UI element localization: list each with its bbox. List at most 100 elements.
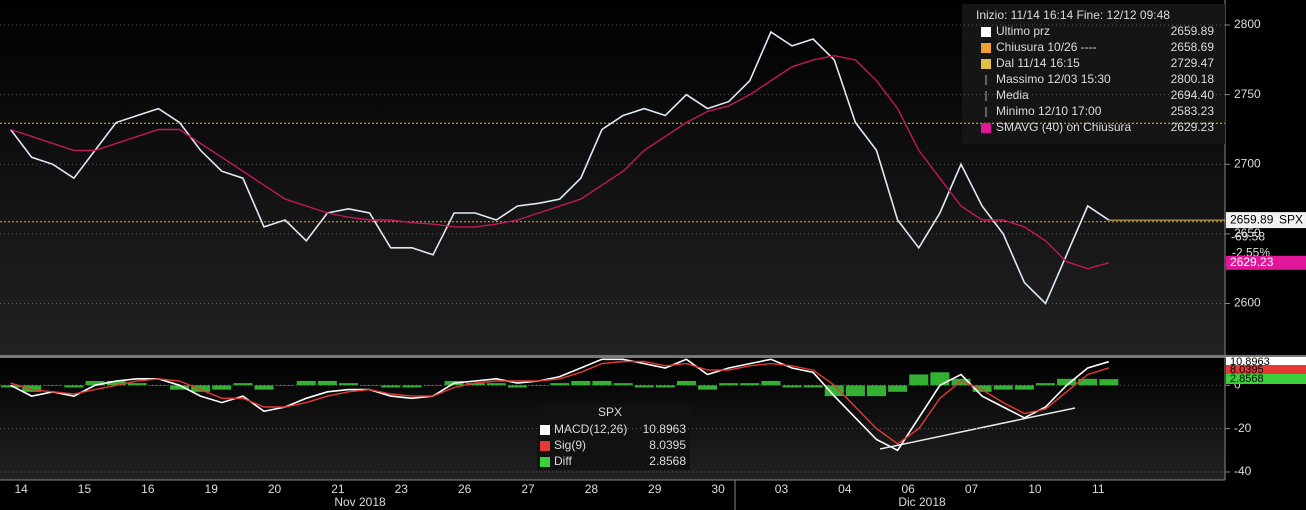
y-tick-label: 2800 <box>1234 17 1261 31</box>
series-line <box>10 358 1110 452</box>
x-tick-label: 14 <box>14 482 28 496</box>
y-tick-label: 2750 <box>1234 87 1261 101</box>
diff-bar <box>655 385 675 388</box>
trend-line <box>879 407 1076 450</box>
diff-bar <box>1099 379 1119 386</box>
month-label: Dic 2018 <box>898 495 946 509</box>
legend-box <box>962 4 1225 144</box>
legend-value: 10.8963 <box>643 422 687 436</box>
legend-label: Minimo 12/10 17:00 <box>996 104 1102 118</box>
diff-bar <box>402 385 422 388</box>
legend-label: Dal 11/14 16:15 <box>996 56 1080 70</box>
diff-bar <box>381 385 401 388</box>
legend-label: MACD(12,26) <box>554 422 627 436</box>
change-label: -69.58 <box>1231 229 1265 243</box>
diff-bar <box>803 385 823 388</box>
legend-label: Massimo 12/03 15:30 <box>996 72 1111 86</box>
diff-bar <box>423 385 443 386</box>
legend-value: 2694.40 <box>1171 88 1215 102</box>
diff-bar <box>782 385 802 388</box>
x-tick-label: 26 <box>458 482 472 496</box>
price-tag-label: 2659.89 <box>1230 212 1274 226</box>
diff-bar <box>613 383 633 386</box>
legend-swatch <box>540 441 550 451</box>
y-tick-label: 2650 <box>1234 226 1261 240</box>
diff-bar <box>275 385 295 386</box>
diff-bar <box>529 385 549 386</box>
diff-bar <box>191 385 211 392</box>
macd-tag <box>1226 365 1306 375</box>
legend-swatch <box>540 457 550 467</box>
legend-value: 2.8568 <box>649 454 686 468</box>
diff-bar <box>22 385 42 392</box>
diff-bar <box>951 378 971 386</box>
y-tick-label: -40 <box>1234 464 1252 478</box>
price-tag <box>1226 212 1306 229</box>
x-tick-label: 16 <box>141 482 155 496</box>
diff-bar <box>212 385 232 390</box>
diff-bar <box>148 385 168 386</box>
x-tick-label: 19 <box>205 482 219 496</box>
price-tag-ticker: SPX <box>1279 212 1303 226</box>
diff-bar <box>43 385 63 386</box>
x-tick-label: 29 <box>648 482 662 496</box>
legend-label: Ultimo prz <box>996 24 1050 38</box>
legend-label: Media <box>996 88 1029 102</box>
diff-bar <box>296 380 316 386</box>
sma-tag <box>1226 255 1306 270</box>
legend-value: 2583.23 <box>1171 104 1215 118</box>
diff-bar <box>1 385 21 388</box>
diff-bar <box>824 385 844 397</box>
legend-label: Diff <box>554 454 572 468</box>
diff-bar <box>338 383 358 386</box>
y-tick-label: 2700 <box>1234 156 1261 170</box>
diff-bar <box>845 385 865 397</box>
diff-bar <box>1057 378 1077 386</box>
diff-bar <box>127 383 147 386</box>
x-tick-label: 23 <box>395 482 409 496</box>
diff-bar <box>719 383 739 386</box>
y-tick-label: -20 <box>1234 421 1252 435</box>
diff-bar <box>909 374 929 386</box>
legend-value: 8.0395 <box>649 438 686 452</box>
x-tick-label: 28 <box>585 482 599 496</box>
diff-bar <box>550 383 570 386</box>
diff-bar <box>993 385 1013 390</box>
month-label: Nov 2018 <box>334 495 386 509</box>
diff-bar <box>1035 383 1055 386</box>
diff-bar <box>930 372 950 386</box>
macd-legend-box <box>537 404 690 470</box>
x-tick-label: 07 <box>965 482 979 496</box>
diff-bar <box>571 380 591 386</box>
legend-swatch <box>981 27 991 37</box>
x-tick-label: 20 <box>268 482 282 496</box>
legend-swatch <box>981 123 991 133</box>
diff-bar <box>592 380 612 386</box>
macd-legend-title: SPX <box>598 405 622 419</box>
macd-tag-label: 8.0395 <box>1230 364 1264 376</box>
legend-label: Chiusura 10/26 ---- <box>996 40 1097 54</box>
change-pct-label: -2.55% <box>1232 245 1270 259</box>
legend-label: Sig(9) <box>554 438 586 452</box>
legend-swatch <box>981 59 991 69</box>
diff-bar <box>676 380 696 386</box>
series-line <box>10 54 1109 270</box>
diff-bar <box>106 380 126 386</box>
sma-tag-label: 2629.23 <box>1230 255 1274 269</box>
macd-tag <box>1226 357 1306 367</box>
legend-swatch <box>540 425 550 435</box>
panel-separator <box>0 355 1306 358</box>
diff-bar <box>1014 385 1034 390</box>
legend-value: 2659.89 <box>1171 24 1215 38</box>
x-tick-label: 30 <box>711 482 725 496</box>
x-tick-label: 15 <box>78 482 92 496</box>
legend-value: 2629.23 <box>1171 120 1215 134</box>
y-tick-label: 2600 <box>1234 296 1261 310</box>
macd-tag-label: 10.8963 <box>1230 356 1270 368</box>
diff-bar <box>64 385 84 388</box>
diff-bar <box>972 385 992 392</box>
legend-label: SMAVG (40) on Chiusura <box>996 120 1131 134</box>
diff-bar <box>1078 378 1098 386</box>
y-tick-label: 0 <box>1234 377 1241 391</box>
diff-bar <box>740 383 760 386</box>
